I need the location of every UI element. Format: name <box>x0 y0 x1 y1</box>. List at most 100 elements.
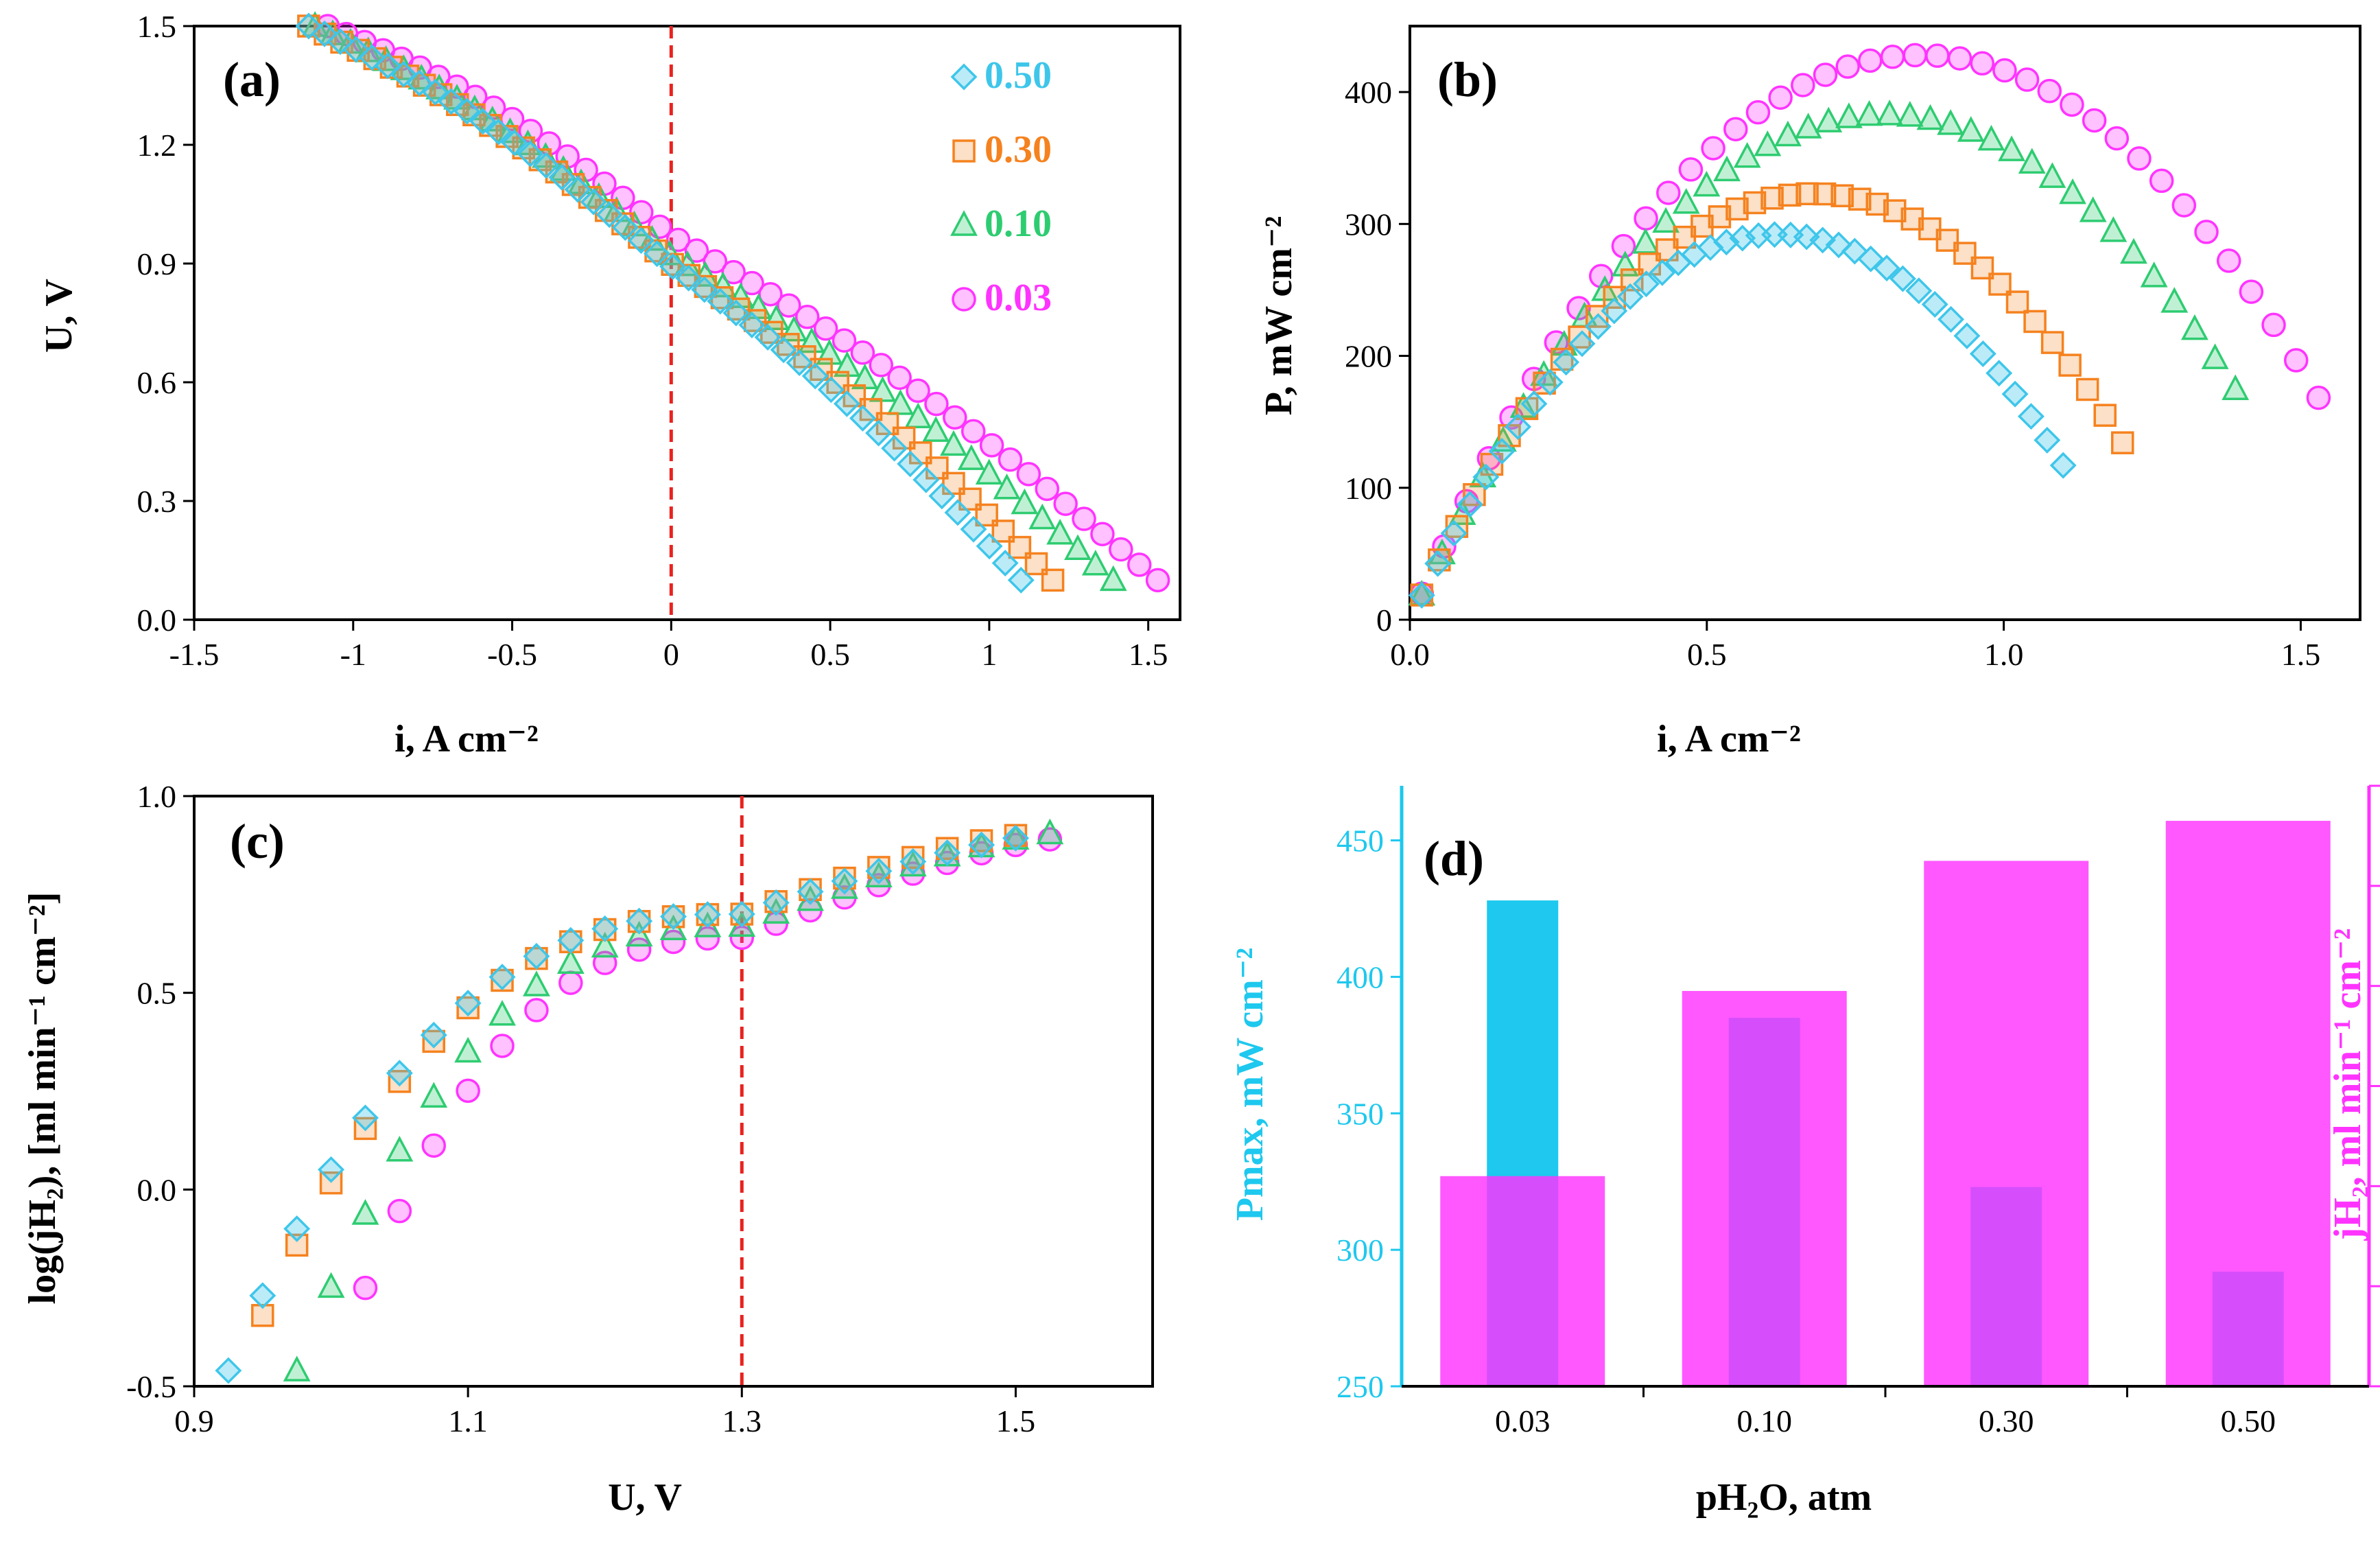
panel-d-bar-jh2-0.50 <box>2165 821 2331 1386</box>
panel-c-point-0.10 <box>317 1272 345 1298</box>
panel-b-x-tick-label: 0.5 <box>1687 637 1727 672</box>
panel-a-point-0.10 <box>1046 519 1074 545</box>
panel-d-x-tick-label: 0.50 <box>2221 1403 2276 1438</box>
panel-b-point-0.50 <box>1633 270 1660 298</box>
panel-a-point-0.03 <box>979 433 1004 458</box>
panel-b-y-tick-label: 300 <box>1345 207 1392 242</box>
panel-a-point-0.50 <box>469 108 497 135</box>
panel-b-point-0.30 <box>2040 331 2064 354</box>
panel-c-point-0.50 <box>865 857 893 885</box>
panel-d-x-tick-label: 0.10 <box>1737 1403 1793 1438</box>
panel-a-point-0.50 <box>1007 566 1035 594</box>
panel-c-point-0.50 <box>283 1215 311 1242</box>
panel-c-point-0.10 <box>351 1199 379 1225</box>
panel-a-point-0.03 <box>906 378 930 404</box>
panel-c-point-0.10 <box>864 861 893 887</box>
panel-a-point-0.50 <box>548 163 576 191</box>
panel-a-y-tick-label: 0.9 <box>137 246 177 281</box>
panel-b-point-0.03 <box>1656 180 1681 205</box>
panel-a-x-tick-label: 1.5 <box>1129 637 1168 672</box>
panel-a-point-0.50 <box>644 240 670 268</box>
panel-b-point-0.10 <box>1876 100 1904 126</box>
panel-d-left-y-tick-label: 250 <box>1336 1369 1384 1404</box>
panel-b-point-0.10 <box>1998 135 2026 161</box>
panel-a-point-0.50 <box>517 140 544 167</box>
panel-a-point-0.10 <box>1028 503 1057 530</box>
panel-c-point-0.50 <box>557 926 585 954</box>
panel-c-x-axis-title: U, V <box>608 1476 682 1519</box>
panel-c-point-0.50 <box>660 903 687 931</box>
panel-c-y-tick-label: 0.5 <box>137 976 177 1011</box>
panel-c-point-0.10 <box>523 970 550 996</box>
panel-d-bar-jh2-0.10 <box>1682 990 1847 1386</box>
panel-a-point-0.03 <box>684 238 709 263</box>
panel-a-y-axis-title: U, V <box>38 279 80 353</box>
panel-a-point-0.10 <box>1011 488 1039 515</box>
panel-b-point-0.30 <box>2058 353 2082 377</box>
panel-a-point-0.50 <box>960 515 987 543</box>
panel-b-point-0.03 <box>1678 157 1704 182</box>
panel-b-point-0.10 <box>1713 155 1741 182</box>
panel-a-legend-marker-0.03 <box>952 287 976 312</box>
panel-a-point-0.30 <box>1041 568 1065 592</box>
panel-d-left-y-tick-label: 400 <box>1336 959 1384 994</box>
panel-c-plot-frame <box>193 795 1154 1388</box>
panel-b-point-0.03 <box>2216 248 2241 273</box>
panel-a-point-0.03 <box>1016 462 1041 487</box>
panel-b-point-0.03 <box>1925 43 1950 68</box>
panel-d-left-axis-title: Pmax, mW cm⁻² <box>1229 948 1271 1221</box>
panel-a-point-0.03 <box>943 405 967 430</box>
panel-a-point-0.50 <box>564 176 591 203</box>
panel-a-point-0.50 <box>817 376 845 404</box>
panel-b-y-tick-label: 0 <box>1376 603 1392 638</box>
panel-a-point-0.03 <box>850 340 875 365</box>
panel-a-x-tick-label: 0 <box>663 637 679 672</box>
panel-a-legend-marker-0.50 <box>950 63 978 91</box>
panel-b-y-axis-title: P, mW cm⁻² <box>1258 216 1300 416</box>
panel-c-point-0.50 <box>1002 824 1029 852</box>
panel-c-point-0.50 <box>934 839 961 867</box>
panel-a-point-0.50 <box>897 450 924 478</box>
panel-b-point-0.03 <box>1880 45 1905 69</box>
panel-b-point-0.10 <box>2160 287 2189 313</box>
panel-c-point-0.10 <box>488 1000 516 1026</box>
panel-b-point-0.03 <box>2060 92 2084 117</box>
panel-a-point-0.50 <box>722 299 750 327</box>
panel-a-point-0.03 <box>998 447 1023 472</box>
panel-b-point-0.03 <box>1701 136 1725 161</box>
panel-b-point-0.30 <box>1935 229 1959 252</box>
panel-a-point-0.50 <box>659 253 687 280</box>
panel-a-point-0.03 <box>1090 522 1115 546</box>
panel-b-point-0.10 <box>1754 130 1782 156</box>
panel-b-point-0.10 <box>1774 120 1802 147</box>
panel-a-legend-label-0.50: 0.50 <box>985 54 1052 97</box>
panel-b-point-0.10 <box>1693 170 1721 197</box>
panel-b-point-0.50 <box>1649 259 1676 286</box>
panel-a-point-0.50 <box>421 78 449 106</box>
panel-b-point-0.03 <box>1768 85 1793 110</box>
panel-b-point-0.50 <box>1873 255 1900 282</box>
panel-a-point-0.03 <box>887 365 912 390</box>
panel-c-point-0.03 <box>353 1275 378 1301</box>
panel-a-point-0.50 <box>991 550 1019 576</box>
panel-a-legend-label-0.30: 0.30 <box>985 128 1052 171</box>
panel-b-point-0.10 <box>1916 104 1944 130</box>
panel-a-legend-marker-0.10 <box>950 210 978 236</box>
panel-b-point-0.10 <box>1835 102 1863 128</box>
panel-a-point-0.50 <box>833 390 860 417</box>
panel-a-point-0.10 <box>904 402 932 429</box>
panel-b-point-0.03 <box>2127 146 2152 171</box>
panel-b-point-0.50 <box>1777 221 1804 248</box>
panel-b-point-0.50 <box>1408 581 1435 609</box>
panel-b-point-0.03 <box>1902 43 1927 68</box>
panel-a-point-0.50 <box>438 88 465 115</box>
panel-b-point-0.10 <box>1855 100 1883 126</box>
panel-d-x-axis-title: pH₂O, atm <box>1696 1476 1872 1519</box>
panel-a-point-0.50 <box>976 533 1003 560</box>
panel-b-y-tick-label: 400 <box>1345 75 1392 110</box>
panel-d-x-tick-label: 0.30 <box>1979 1403 2034 1438</box>
panel-c-point-0.50 <box>831 867 858 895</box>
panel-b-x-tick-label: 1.0 <box>1984 637 2024 672</box>
panel-c-x-tick-label: 1.3 <box>722 1403 762 1438</box>
panel-b-point-0.03 <box>2082 108 2107 133</box>
